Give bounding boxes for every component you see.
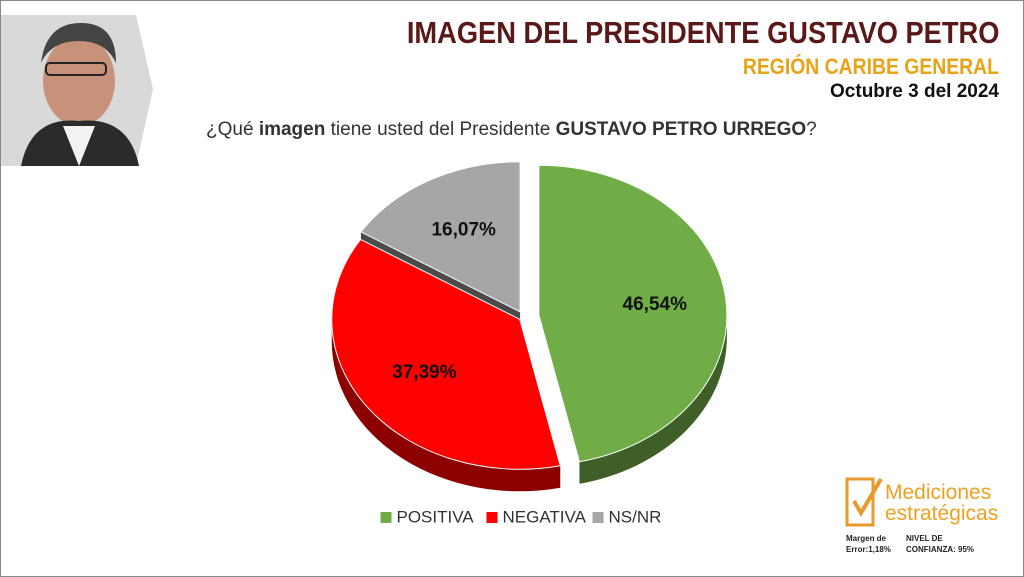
question-part: imagen — [258, 119, 326, 140]
photo — [1, 15, 153, 166]
legend-label: NEGATIVA — [503, 507, 587, 526]
date: Octubre 3 del 2024 — [830, 81, 999, 102]
legend-label: NS/NR — [609, 507, 662, 526]
question-part: tiene usted del Presidente — [325, 119, 556, 140]
margin-note: Margen de Error:1,18% — [846, 534, 891, 554]
data-label: 37,39% — [392, 362, 457, 383]
subtitle: REGIÓN CARIBE GENERAL — [742, 54, 999, 79]
legend-swatch — [380, 512, 392, 523]
logo-text: estratégicas — [885, 502, 998, 525]
question-part: ? — [806, 119, 817, 140]
pie-slice-side — [579, 315, 727, 484]
question-part: ¿Qué — [206, 119, 259, 140]
confidence-note: NIVEL DE CONFIANZA: 95% — [906, 534, 975, 554]
pie-slice — [360, 161, 521, 313]
logo-icon — [845, 477, 883, 527]
pie-slice — [538, 164, 728, 463]
pie-slice-side — [331, 319, 561, 492]
logo-text: Mediciones — [885, 481, 991, 504]
data-label: 16,07% — [431, 219, 496, 240]
question: ¿Qué imagen tiene usted del Presidente G… — [206, 119, 817, 141]
legend-swatch — [486, 512, 498, 523]
title: IMAGEN DEL PRESIDENTE GUSTAVO PETRO — [406, 15, 999, 50]
data-label: 46,54% — [623, 294, 688, 315]
legend-label: POSITIVA — [397, 507, 475, 526]
question-part: GUSTAVO PETRO URREGO — [555, 119, 807, 140]
legend-swatch — [592, 512, 604, 523]
pie-slice — [331, 238, 561, 470]
